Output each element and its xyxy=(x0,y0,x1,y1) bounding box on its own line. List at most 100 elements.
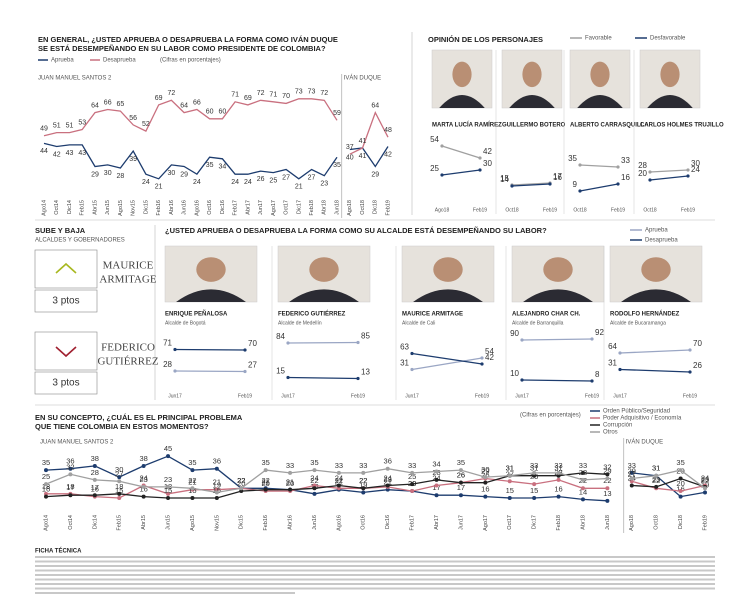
series-line xyxy=(649,175,689,181)
change-box xyxy=(34,289,98,313)
data-label: 31 xyxy=(608,359,617,368)
data-label: 29 xyxy=(371,171,379,178)
data-label: 28 xyxy=(91,468,99,477)
point xyxy=(434,483,439,488)
person-role: Alcalde de Medellín xyxy=(278,320,322,326)
x-tick-label: Jun15 xyxy=(105,200,111,215)
data-label: 15 xyxy=(506,486,514,495)
x-tick-label: Jun18 xyxy=(334,200,340,215)
x-tick-label: Jun17 xyxy=(458,515,464,530)
point xyxy=(434,477,439,482)
data-label: 51 xyxy=(53,122,61,129)
x-tick-label: Feb19 xyxy=(585,393,599,399)
data-label: 14 xyxy=(579,487,587,496)
data-label: 30 xyxy=(115,465,123,474)
data-label: 41 xyxy=(359,138,367,145)
point xyxy=(480,362,484,366)
point xyxy=(483,475,488,480)
point xyxy=(336,486,341,491)
x-tick-label: Feb16 xyxy=(263,515,269,531)
data-label: 26 xyxy=(457,471,465,480)
point xyxy=(507,496,512,501)
data-label: 22 xyxy=(603,476,611,485)
point xyxy=(510,184,514,188)
x-tick-label: Feb19 xyxy=(611,207,625,213)
point xyxy=(434,469,439,474)
data-label: 30 xyxy=(168,170,176,177)
change-label: 3 ptos xyxy=(52,378,79,389)
x-tick-label: Ago16 xyxy=(336,515,342,531)
data-label: 17 xyxy=(457,483,465,492)
series-line xyxy=(619,349,691,354)
photo-body xyxy=(523,289,593,302)
point xyxy=(385,466,390,471)
data-label: 17 xyxy=(432,483,440,492)
point xyxy=(44,468,48,473)
series-line xyxy=(619,368,691,373)
legend-label: Corrupción xyxy=(603,423,632,429)
point xyxy=(580,497,585,502)
chart-title: QUE TIENE COLOMBIA EN ESTOS MOMENTOS? xyxy=(35,422,209,431)
data-label: 40 xyxy=(346,154,354,161)
data-label: 51 xyxy=(66,122,74,129)
data-label: 44 xyxy=(40,148,48,155)
data-label: 29 xyxy=(180,171,188,178)
point xyxy=(654,473,659,478)
data-label: 24 xyxy=(139,473,147,482)
x-tick-label: Oct18 xyxy=(573,207,587,213)
point xyxy=(703,490,707,495)
x-tick-label: Abr15 xyxy=(141,515,147,530)
point xyxy=(532,482,537,487)
data-label: 33 xyxy=(408,461,416,470)
data-label: 64 xyxy=(91,102,99,109)
point xyxy=(434,493,439,498)
x-tick-label: Jun16 xyxy=(312,515,318,530)
data-label: 32 xyxy=(66,462,74,471)
x-tick-label: Oct18 xyxy=(360,200,366,215)
point xyxy=(190,496,195,501)
data-label: 29 xyxy=(91,171,99,178)
point xyxy=(532,473,537,478)
footer-title: FICHA TÉCNICA xyxy=(35,547,82,555)
point xyxy=(703,486,707,491)
point xyxy=(68,493,73,498)
point xyxy=(312,468,317,473)
data-label: 27 xyxy=(282,174,290,181)
point xyxy=(141,484,146,489)
x-tick-label: Oct14 xyxy=(54,200,60,215)
x-tick-label: Dic16 xyxy=(385,515,391,529)
data-label: 23 xyxy=(320,181,328,188)
person-name: RODOLFO HERNÁNDEZ xyxy=(610,311,680,318)
person-name: ENRIQUE PEÑALOSA xyxy=(165,311,228,318)
x-tick-label: Feb15 xyxy=(117,515,123,531)
person-role: Alcalde de Bucaramanga xyxy=(610,320,666,326)
x-tick-label: Oct17 xyxy=(507,515,513,530)
point xyxy=(214,490,219,495)
point xyxy=(214,466,219,471)
point xyxy=(678,494,683,499)
data-label: 15 xyxy=(188,486,196,495)
point xyxy=(580,486,585,491)
data-label: 45 xyxy=(164,444,172,453)
data-label: 23 xyxy=(164,475,172,484)
data-label: 16 xyxy=(91,485,99,494)
arrow xyxy=(55,262,77,274)
point xyxy=(263,487,268,492)
point xyxy=(336,470,341,475)
point xyxy=(410,470,415,475)
x-tick-label: Ago16 xyxy=(194,200,200,216)
indicator-box xyxy=(34,249,98,289)
x-tick-label: Feb17 xyxy=(410,515,416,531)
x-tick-label: Feb19 xyxy=(683,393,697,399)
data-label: 34 xyxy=(432,460,440,469)
point xyxy=(410,351,414,356)
x-tick-label: Ago17 xyxy=(483,515,489,531)
point xyxy=(686,168,690,172)
series-line xyxy=(511,183,551,187)
series-line xyxy=(521,379,593,382)
photo-head xyxy=(452,61,472,88)
data-label: 33 xyxy=(554,461,562,470)
data-label: 15 xyxy=(500,174,509,183)
series-line xyxy=(45,455,706,502)
data-label: 33 xyxy=(359,461,367,470)
